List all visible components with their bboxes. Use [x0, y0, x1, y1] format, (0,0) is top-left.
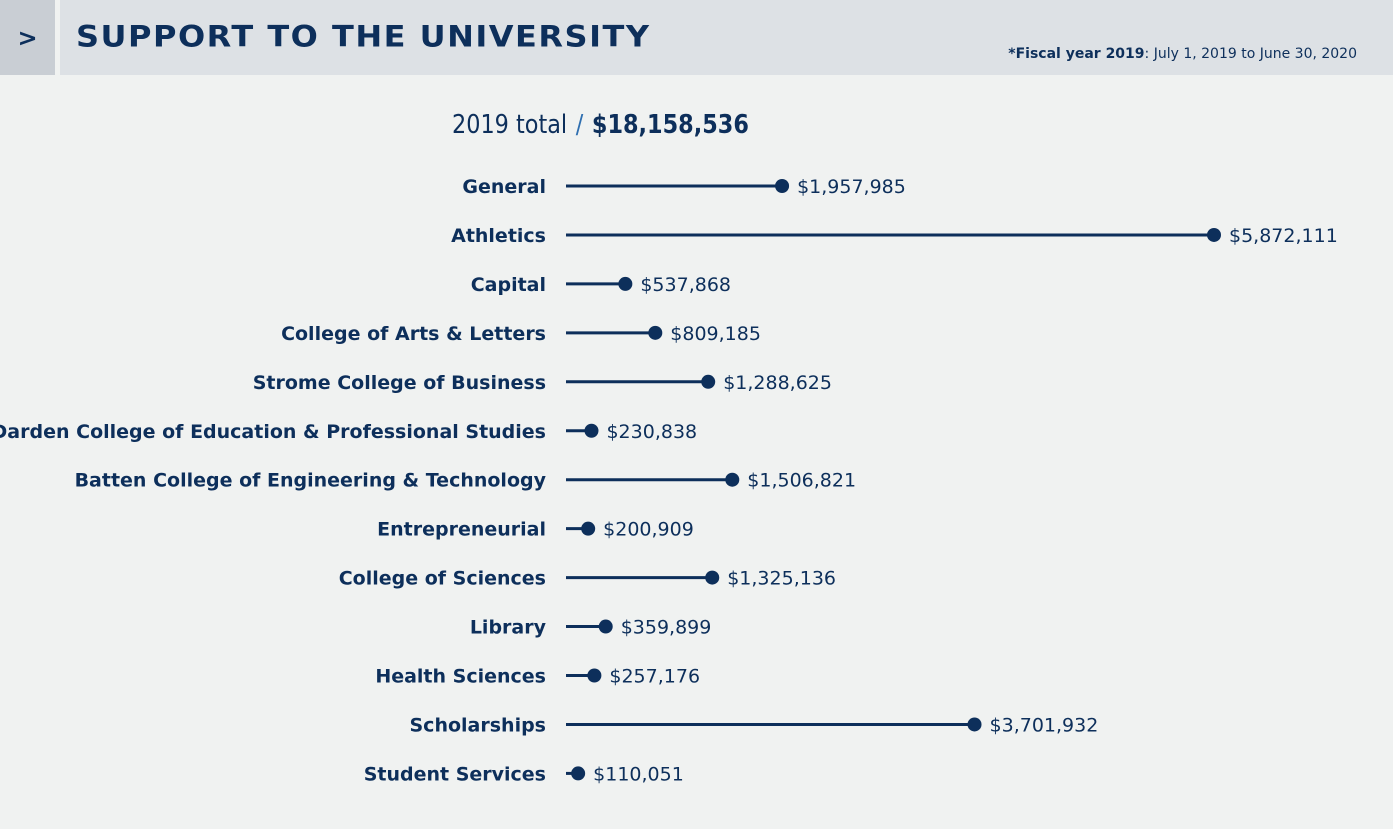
value-label: $200,909 [603, 519, 694, 541]
fiscal-note-bold: *Fiscal year 2019 [1008, 46, 1145, 62]
lollipop-dot [1207, 227, 1221, 242]
lollipop-dot [598, 619, 613, 634]
value-label: $1,957,985 [797, 176, 906, 198]
chevron-box [0, 0, 55, 75]
category-label: Batten College of Engineering & Technolo… [75, 470, 547, 492]
category-label: Scholarships [410, 714, 547, 736]
value-label: $230,838 [606, 421, 697, 443]
total-amount: $18,158,536 [591, 110, 749, 140]
value-label: $809,185 [670, 323, 761, 345]
value-label: $359,899 [621, 617, 712, 639]
total-slash: / [575, 110, 584, 140]
category-label: College of Arts & Letters [281, 323, 546, 345]
category-label: Athletics [451, 225, 546, 247]
lollipop-dot [587, 668, 602, 683]
lollipop-dot [725, 472, 740, 487]
category-label: Student Services [364, 763, 546, 785]
lollipop-dot [648, 325, 663, 340]
fiscal-note: *Fiscal year 2019: July 1, 2019 to June … [1008, 46, 1357, 62]
chevron-right-icon: > [17, 23, 38, 52]
category-label: Library [470, 617, 547, 639]
lollipop-dot [775, 179, 790, 193]
lollipop-dot [618, 276, 633, 291]
lollipop-dot [584, 423, 599, 438]
category-label: Entrepreneurial [377, 519, 546, 541]
value-label: $537,868 [640, 274, 731, 296]
lollipop-dot [967, 717, 982, 732]
value-label: $257,176 [609, 666, 700, 688]
value-label: $1,288,625 [723, 372, 832, 394]
header-bar: > SUPPORT TO THE UNIVERSITY *Fiscal year… [0, 0, 1393, 75]
total-line: 2019 total / $18,158,536 [452, 110, 749, 140]
lollipop-dot [581, 521, 596, 536]
fiscal-note-rest: : July 1, 2019 to June 30, 2020 [1144, 46, 1357, 62]
value-label: $110,051 [593, 763, 684, 785]
header-divider [55, 0, 60, 75]
total-label: 2019 total [452, 110, 568, 140]
value-label: $3,701,932 [990, 714, 1099, 736]
lollipop-dot [571, 766, 586, 781]
value-label: $5,872,111 [1229, 225, 1338, 247]
category-label: College of Sciences [339, 568, 546, 590]
category-label: Darden College of Education & Profession… [0, 421, 546, 443]
value-label: $1,325,136 [727, 568, 836, 590]
lollipop-dot [701, 374, 716, 389]
category-label: Capital [471, 274, 546, 296]
category-label: General [462, 176, 546, 198]
value-label: $1,506,821 [747, 470, 856, 492]
page-title: SUPPORT TO THE UNIVERSITY [76, 19, 651, 54]
lollipop-dot [705, 570, 720, 585]
category-label: Health Sciences [375, 666, 546, 688]
category-label: Strome College of Business [253, 372, 546, 394]
